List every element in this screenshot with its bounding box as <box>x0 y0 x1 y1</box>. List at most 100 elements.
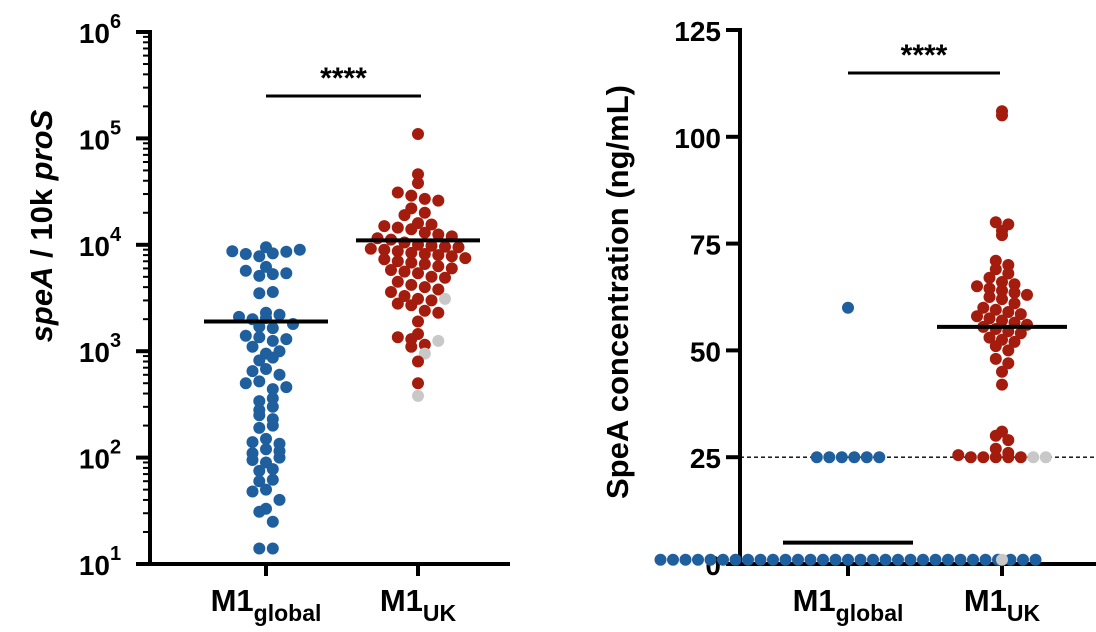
x-category-subscript: UK <box>423 600 457 626</box>
data-point-uk <box>385 264 397 276</box>
data-point-uk <box>412 355 424 368</box>
data-point-uk <box>989 352 1002 365</box>
data-point-global <box>679 553 692 566</box>
data-point-uk <box>1002 451 1015 464</box>
data-point-uk <box>405 189 418 202</box>
data-point-uk <box>391 331 404 344</box>
x-category-label: M1global <box>211 583 322 626</box>
data-point-global <box>280 333 293 346</box>
y-tick-label: 105 <box>79 117 121 155</box>
data-point-uk <box>405 340 418 353</box>
data-point-global <box>266 383 279 396</box>
y-tick-label: 100 <box>674 123 721 154</box>
data-point-uk <box>952 449 965 462</box>
y-tick-exponent: 2 <box>110 437 121 459</box>
y-label-part-unit: / 10k <box>24 180 59 266</box>
data-point-global <box>246 454 259 466</box>
y-tick-label: 106 <box>79 11 121 49</box>
data-point-global <box>842 301 854 314</box>
data-point-global <box>792 553 804 566</box>
data-point-global <box>260 432 272 445</box>
data-point-uk <box>418 226 431 239</box>
x-category-subscript: UK <box>1007 600 1041 626</box>
data-point-uk <box>996 378 1008 391</box>
data-point-global <box>266 334 279 347</box>
x-category-main: M1 <box>793 583 836 618</box>
data-point-uk <box>412 128 424 140</box>
data-point-global <box>692 553 704 566</box>
data-point-uk <box>418 192 431 205</box>
data-point-uk <box>983 271 996 284</box>
data-point-uk <box>989 340 1002 353</box>
data-point-global <box>742 553 754 566</box>
data-point-uk <box>418 304 431 317</box>
data-point-uk <box>425 270 438 283</box>
data-point-global <box>239 377 252 390</box>
data-point-global <box>266 247 279 260</box>
data-point-uk <box>391 297 404 310</box>
data-point-uk <box>977 301 990 314</box>
data-point-uk <box>432 283 445 296</box>
panel-b-significance: **** <box>848 39 1000 75</box>
data-point-uk <box>459 252 472 265</box>
data-point-uk <box>412 177 424 190</box>
data-point-uk <box>1008 286 1021 299</box>
data-point-global <box>253 250 266 263</box>
data-point-global <box>979 553 992 566</box>
data-point-uk <box>452 241 465 254</box>
panel-a-significance: **** <box>266 62 421 98</box>
data-point-global <box>266 515 279 528</box>
data-point-global <box>273 493 286 506</box>
data-point-uk <box>989 216 1002 229</box>
data-point-uk <box>1002 267 1015 280</box>
data-point-global <box>239 264 252 277</box>
data-point-global <box>246 365 259 378</box>
y-label-part-gene: speA <box>24 267 59 343</box>
data-point-global <box>253 287 266 300</box>
data-point-uk <box>432 260 445 273</box>
data-point-uk <box>989 442 1002 455</box>
x-category-subscript: global <box>836 600 904 626</box>
data-point-global <box>253 421 266 434</box>
x-category-main: M1 <box>380 583 423 618</box>
x-category-main: M1 <box>211 583 254 618</box>
y-tick-label: 104 <box>79 224 122 262</box>
y-tick-label: 25 <box>690 443 721 474</box>
panel-a-axes <box>148 30 510 566</box>
data-point-global <box>817 553 829 566</box>
data-point-uk <box>405 223 418 236</box>
y-tick-label: 101 <box>79 543 121 581</box>
data-point-uk <box>971 280 983 293</box>
data-point-global <box>266 419 279 432</box>
data-point-global <box>835 451 848 464</box>
data-point-uk <box>1021 288 1033 301</box>
data-point-uk <box>1014 451 1027 464</box>
data-point-global <box>1004 553 1017 566</box>
data-point-excluded <box>432 334 445 347</box>
y-label-part-ref: proS <box>24 109 59 181</box>
data-point-global <box>842 553 854 566</box>
data-point-global <box>253 475 266 488</box>
panel-a-points <box>226 128 472 555</box>
y-tick-base: 10 <box>79 18 110 49</box>
data-point-uk <box>1002 357 1015 370</box>
data-point-global <box>860 451 873 464</box>
y-tick-label: 50 <box>690 336 721 367</box>
data-point-global <box>253 505 266 518</box>
data-point-uk <box>378 243 391 256</box>
data-point-global <box>266 392 279 405</box>
data-point-uk <box>405 299 418 312</box>
y-tick-label: 102 <box>79 437 121 475</box>
data-point-global <box>823 451 836 464</box>
data-point-uk <box>398 265 411 278</box>
panel-b-y-axis-label: SpeA concentration (ng/mL) <box>600 85 635 499</box>
data-point-uk <box>425 294 438 307</box>
data-point-uk <box>371 232 384 245</box>
panel-b-points <box>654 105 1052 566</box>
x-category-label: M1global <box>793 583 904 626</box>
data-point-global <box>917 553 929 566</box>
data-point-global <box>892 553 904 566</box>
